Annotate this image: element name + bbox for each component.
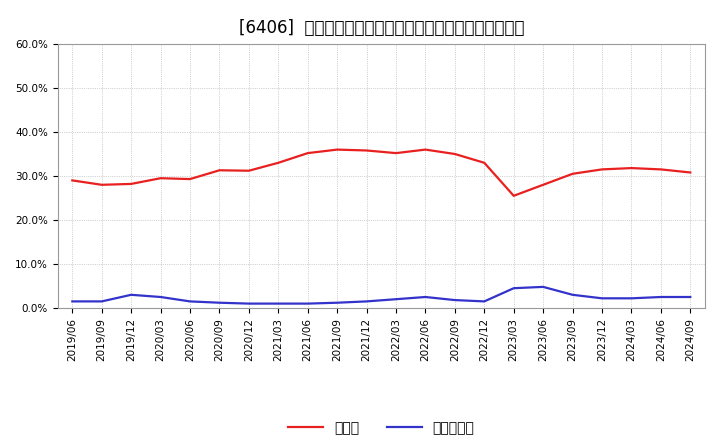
現預金 [627, 165, 636, 171]
有利子負債 [68, 299, 76, 304]
有利子負債 [127, 292, 135, 297]
現預金 [539, 182, 547, 187]
有利子負債 [568, 292, 577, 297]
現預金 [480, 160, 489, 165]
現預金 [510, 193, 518, 198]
有利子負債 [97, 299, 106, 304]
有利子負債 [451, 297, 459, 303]
現預金 [686, 170, 695, 175]
Legend: 現預金, 有利子負債: 現預金, 有利子負債 [282, 415, 480, 440]
有利子負債 [539, 284, 547, 290]
有利子負債 [274, 301, 283, 306]
現預金 [362, 148, 371, 153]
有利子負債 [392, 297, 400, 302]
現預金 [568, 171, 577, 176]
有利子負債 [156, 294, 165, 300]
現預金 [186, 176, 194, 182]
有利子負債 [186, 299, 194, 304]
Line: 有利子負債: 有利子負債 [72, 287, 690, 304]
有利子負債 [362, 299, 371, 304]
現預金 [215, 168, 224, 173]
有利子負債 [657, 294, 665, 300]
現預金 [657, 167, 665, 172]
現預金 [598, 167, 606, 172]
現預金 [97, 182, 106, 187]
有利子負債 [480, 299, 489, 304]
現預金 [303, 150, 312, 156]
現預金 [451, 151, 459, 157]
有利子負債 [598, 296, 606, 301]
現預金 [245, 168, 253, 173]
有利子負債 [627, 296, 636, 301]
現預金 [156, 176, 165, 181]
有利子負債 [303, 301, 312, 306]
現預金 [274, 160, 283, 165]
有利子負債 [333, 300, 341, 305]
Line: 現預金: 現預金 [72, 150, 690, 196]
Title: [6406]  現預金、有利子負債の総資産に対する比率の推移: [6406] 現預金、有利子負債の総資産に対する比率の推移 [238, 19, 524, 37]
有利子負債 [510, 286, 518, 291]
有利子負債 [686, 294, 695, 300]
現預金 [333, 147, 341, 152]
有利子負債 [245, 301, 253, 306]
現預金 [421, 147, 430, 152]
現預金 [68, 178, 76, 183]
有利子負債 [215, 300, 224, 305]
現預金 [127, 181, 135, 187]
有利子負債 [421, 294, 430, 300]
現預金 [392, 150, 400, 156]
